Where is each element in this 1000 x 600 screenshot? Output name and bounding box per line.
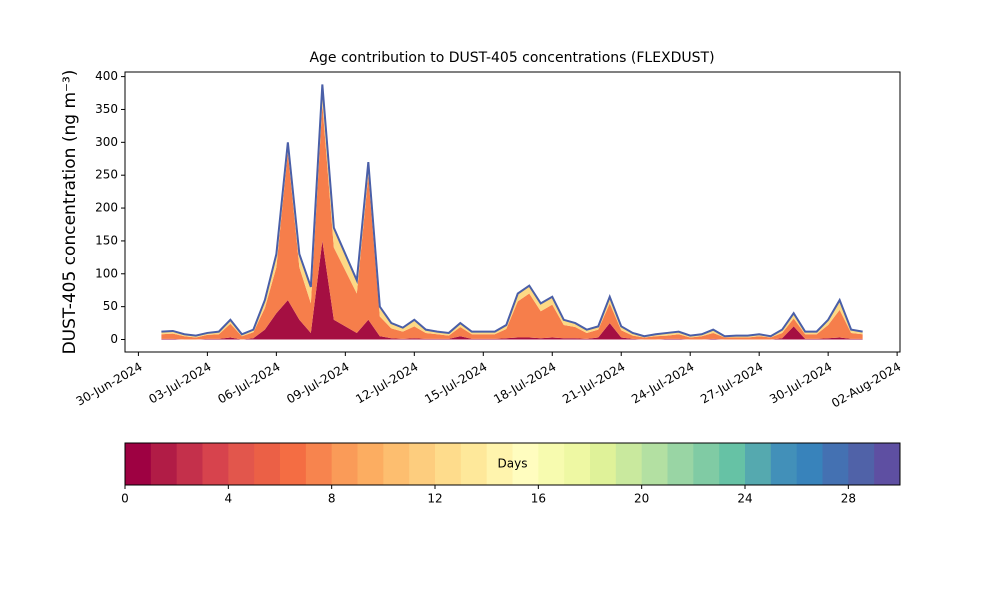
x-tick-label: 27-Jul-2024: [698, 360, 765, 407]
colorbar-tick-label: 4: [225, 492, 233, 506]
colorbar-tick-label: 12: [427, 492, 442, 506]
colorbar-swatch: [383, 443, 410, 485]
x-tick-label: 09-Jul-2024: [284, 360, 351, 407]
y-axis-label: DUST-405 concentration (ng m⁻³): [60, 70, 80, 355]
colorbar-swatch: [435, 443, 462, 485]
colorbar-swatch: [590, 443, 617, 485]
colorbar-swatch: [280, 443, 307, 485]
colorbar-swatch: [486, 443, 513, 485]
colorbar-tick-label: 20: [634, 492, 649, 506]
colorbar-swatch: [615, 443, 643, 485]
colorbar-swatch: [745, 443, 772, 485]
colorbar-swatch: [848, 443, 875, 485]
colorbar-swatch: [305, 443, 333, 485]
y-tick-label: 200: [95, 201, 118, 215]
colorbar-swatch: [512, 443, 539, 485]
colorbar-swatch: [693, 443, 720, 485]
colorbar-swatch: [409, 443, 436, 485]
x-tick-label: 30-Jul-2024: [767, 360, 834, 407]
y-tick-label: 150: [95, 233, 118, 247]
colorbar-swatch: [331, 443, 358, 485]
colorbar-label: Days: [498, 457, 528, 471]
y-tick-label: 300: [95, 135, 118, 149]
y-tick-label: 350: [95, 102, 118, 116]
x-tick-label: 21-Jul-2024: [560, 360, 627, 407]
colorbar-swatch: [822, 443, 849, 485]
colorbar-swatch: [150, 443, 178, 485]
y-tick-label: 400: [95, 69, 118, 83]
y-tick-label: 100: [95, 266, 118, 280]
x-tick-label: 15-Jul-2024: [422, 360, 489, 407]
total-line: [161, 84, 863, 338]
x-tick-label: 30-Jun-2024: [74, 360, 145, 409]
plot-frame: [124, 71, 901, 353]
area: [161, 240, 863, 340]
colorbar-swatch: [770, 443, 798, 485]
colorbar-swatch: [125, 443, 152, 485]
colorbar-swatch: [641, 443, 668, 485]
colorbar-tick-label: 16: [531, 492, 546, 506]
colorbar-swatch: [719, 443, 746, 485]
x-tick-label: 24-Jul-2024: [629, 360, 696, 407]
colorbar-swatch: [254, 443, 281, 485]
colorbar-swatch: [228, 443, 255, 485]
x-tick-label: 02-Aug-2024: [829, 360, 903, 411]
colorbar-frame: [124, 442, 901, 486]
x-tick-label: 18-Jul-2024: [491, 360, 558, 407]
area: [161, 104, 863, 340]
colorbar-swatch: [202, 443, 229, 485]
y-tick-label: 250: [95, 168, 118, 182]
x-tick-label: 03-Jul-2024: [146, 360, 213, 407]
colorbar-swatch: [874, 443, 901, 485]
colorbar-swatch: [667, 443, 694, 485]
colorbar-swatch: [796, 443, 823, 485]
colorbar-tick-label: 8: [328, 492, 336, 506]
colorbar-tick-label: 24: [737, 492, 752, 506]
colorbar-tick-label: 28: [841, 492, 856, 506]
x-tick-label: 06-Jul-2024: [215, 360, 282, 407]
chart-title: Age contribution to DUST-405 concentrati…: [309, 50, 714, 66]
y-tick-label: 0: [110, 332, 118, 346]
colorbar-swatch: [176, 443, 203, 485]
colorbar-swatch: [564, 443, 591, 485]
area: [161, 84, 863, 338]
colorbar-swatch: [357, 443, 384, 485]
colorbar-tick-label: 0: [121, 492, 129, 506]
colorbar-swatch: [538, 443, 565, 485]
y-tick-label: 50: [103, 299, 118, 313]
colorbar-swatch: [460, 443, 488, 485]
x-tick-label: 12-Jul-2024: [353, 360, 420, 407]
